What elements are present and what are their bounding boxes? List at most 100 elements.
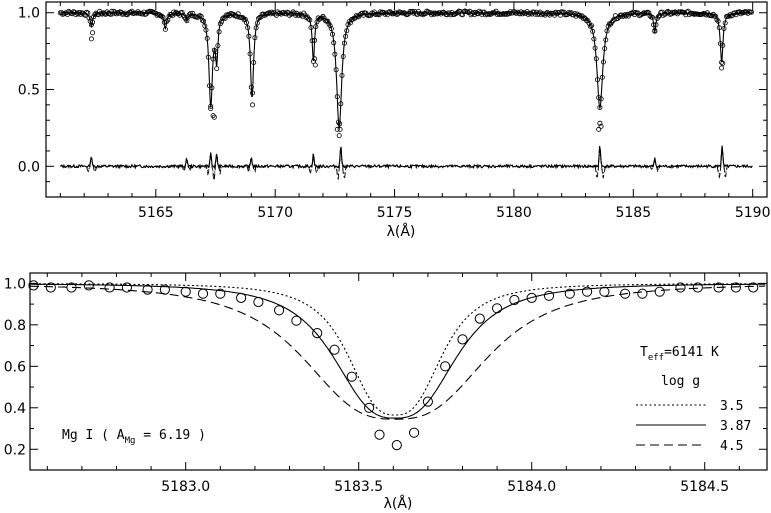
- top-observed-point: [344, 28, 350, 34]
- bottom-observed-point: [121, 282, 133, 293]
- top-observed-point: [218, 19, 224, 25]
- bottom-y-tick-label: 0.4: [4, 401, 26, 417]
- top-observed-point: [329, 31, 335, 37]
- bottom-observed-point: [582, 286, 593, 297]
- top-observed-point: [744, 9, 750, 15]
- top-observed-point: [577, 12, 583, 18]
- top-observed-point: [260, 11, 266, 17]
- top-observed-point: [321, 15, 327, 21]
- top-observed-outlier: [90, 30, 96, 36]
- top-observed-point: [179, 9, 185, 15]
- model-curve-logg-3-87: [30, 283, 766, 419]
- top-observed-point: [248, 84, 254, 90]
- element-annotation: Mg I ( AMg = 6.19 ): [62, 428, 206, 446]
- top-observed-point: [397, 9, 403, 15]
- top-observed-point: [343, 33, 349, 39]
- top-observed-point: [414, 12, 420, 18]
- bottom-x-tick-label: 5183.5: [334, 479, 383, 495]
- top-observed-point: [714, 17, 720, 23]
- top-observed-point: [720, 42, 726, 48]
- top-observed-point: [566, 9, 572, 15]
- legend-label-logg-3-87: 3.87: [720, 419, 751, 434]
- top-observed-point: [161, 19, 167, 25]
- top-observed-point: [338, 101, 344, 107]
- top-observed-point: [125, 10, 131, 16]
- top-observed-point: [253, 25, 259, 31]
- top-observed-point: [115, 9, 121, 15]
- top-observed-point: [460, 12, 466, 18]
- top-observed-point: [702, 11, 708, 17]
- element-prefix: Mg I ( A: [62, 428, 125, 443]
- top-y-tick-label: 0.5: [18, 83, 40, 99]
- bottom-observed-point: [409, 427, 420, 438]
- top-observed-point: [513, 10, 519, 16]
- top-observed-point: [252, 35, 258, 41]
- top-observed-point: [653, 22, 659, 28]
- top-observed-point: [96, 12, 102, 18]
- top-observed-outlier: [208, 103, 214, 109]
- bottom-observed-point: [730, 282, 742, 293]
- bottom-observed-point: [509, 294, 520, 306]
- top-observed-outlier: [719, 65, 725, 71]
- top-observed-point: [673, 10, 679, 16]
- bottom-panel-frame: [29, 272, 768, 471]
- top-observed-point: [713, 13, 719, 19]
- top-observed-point: [604, 28, 610, 34]
- bottom-observed-point: [391, 440, 402, 451]
- top-observed-point: [159, 13, 165, 19]
- bottom-observed-point: [748, 282, 759, 293]
- top-observed-point: [204, 35, 210, 41]
- top-observed-point: [306, 16, 312, 22]
- top-observed-point: [337, 121, 343, 127]
- top-observed-point: [434, 11, 440, 17]
- top-observed-point: [333, 67, 339, 73]
- bottom-observed-point: [312, 328, 323, 339]
- top-observed-point: [516, 10, 522, 16]
- top-y-tick-label: 0.0: [18, 159, 40, 175]
- top-observed-point: [347, 20, 353, 26]
- top-observed-point: [86, 15, 92, 21]
- top-observed-point: [245, 25, 251, 31]
- top-observed-point: [85, 10, 91, 16]
- top-observed-point: [629, 10, 635, 16]
- top-observed-point: [162, 26, 168, 32]
- top-observed-point: [327, 23, 333, 29]
- top-panel: 5165 5170 5175 5180 5185 5190 0.0 0.5 1.0 λ(Å): [18, 1, 770, 240]
- top-observed-outlier: [312, 62, 318, 68]
- top-observed-point: [665, 8, 671, 14]
- bottom-observed-point: [713, 282, 724, 293]
- bottom-observed-point: [457, 334, 468, 345]
- top-observed-point: [546, 11, 552, 17]
- bottom-axes: 5183.0 5183.5 5184.0 5184.5 0.2 0.4 0.6 0.8 1.0: [4, 273, 767, 495]
- top-model-line: [60, 12, 753, 129]
- top-observed-outlier: [88, 36, 94, 42]
- bottom-observed-point: [159, 284, 170, 295]
- top-observed-point: [716, 25, 722, 31]
- bottom-observed-point: [104, 282, 115, 293]
- top-observed-point: [430, 10, 436, 16]
- top-observed-point: [485, 11, 491, 17]
- bottom-observed-point: [83, 280, 94, 291]
- bottom-observed-point: [526, 292, 537, 303]
- top-observed-point: [640, 11, 646, 17]
- top-observed-point: [486, 11, 492, 17]
- top-observed-point: [503, 11, 509, 17]
- top-observed-point: [691, 11, 697, 17]
- top-residual-dotted: [60, 151, 753, 178]
- top-observed-point: [197, 13, 203, 19]
- top-observed-outlier: [598, 123, 604, 129]
- top-observed-point: [495, 10, 501, 16]
- top-observed-point: [660, 12, 666, 18]
- top-y-tick-label: 1.0: [18, 6, 40, 22]
- top-observed-outlier: [652, 28, 658, 34]
- top-observed-point: [601, 59, 607, 65]
- top-observed-point: [525, 11, 531, 17]
- top-observed-point: [313, 24, 319, 30]
- teff-prefix: T: [640, 345, 648, 360]
- bottom-y-tick-label: 0.2: [4, 442, 26, 458]
- top-observed-point: [211, 47, 217, 53]
- top-observed-point: [388, 10, 394, 16]
- bottom-y-tick-label: 1.0: [4, 276, 26, 292]
- bottom-observed-point: [142, 284, 153, 295]
